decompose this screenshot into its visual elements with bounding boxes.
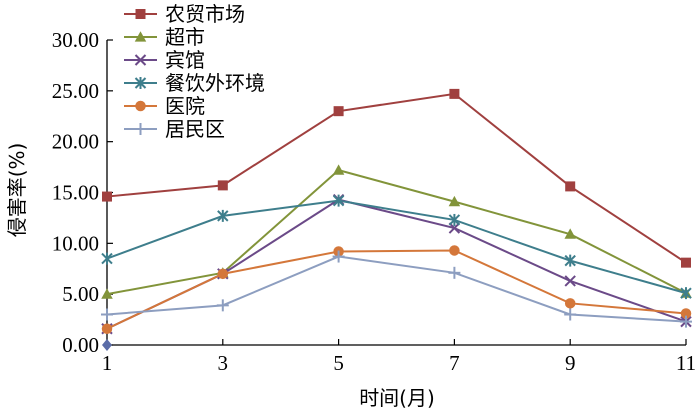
data-point [101, 308, 113, 321]
legend-item: 超市 [124, 25, 205, 49]
data-point [564, 298, 576, 309]
data-point [448, 222, 461, 234]
series-4 [101, 194, 692, 300]
data-point [680, 315, 692, 328]
data-point [217, 268, 229, 280]
legend-marker [134, 54, 147, 66]
y-tick-label: 5.00 [62, 282, 99, 306]
y-tick-label: 30.00 [52, 28, 99, 52]
series-layer [101, 88, 692, 351]
data-point [333, 106, 344, 117]
y-tick-label: 15.00 [52, 181, 99, 205]
x-tick-label: 7 [449, 351, 460, 375]
legend-marker [134, 31, 147, 42]
legend-label: 农贸市场 [165, 2, 245, 26]
data-point [564, 308, 577, 321]
x-tick-label: 3 [218, 351, 229, 375]
data-point [448, 195, 461, 207]
series-line [106, 255, 687, 323]
series-2 [101, 164, 692, 299]
data-point [681, 257, 691, 268]
data-point [564, 275, 576, 287]
y-tick-label: 10.00 [52, 231, 99, 255]
data-point [449, 245, 460, 256]
x-axis-title: 时间(月) [359, 386, 435, 410]
data-point [101, 288, 113, 299]
x-tick-label: 9 [565, 351, 576, 375]
legend-item: 农贸市场 [124, 2, 245, 26]
data-point [332, 250, 345, 263]
series-1 [102, 88, 691, 268]
legend-marker [135, 9, 146, 19]
legend-label: 宾馆 [165, 48, 205, 72]
data-point [564, 228, 576, 239]
data-point [680, 287, 692, 300]
axes: 0.00 5.00 10.00 15.00 20.00 25.00 30.00 1 3 5 7 9 11 [52, 28, 696, 375]
y-tick-label: 20.00 [52, 130, 99, 154]
legend-label: 医院 [165, 94, 205, 118]
x-tick-label: 1 [102, 351, 113, 375]
legend-label: 超市 [165, 25, 205, 49]
x-tick-label: 11 [676, 351, 696, 375]
legend-marker [134, 77, 147, 89]
y-tick-label: 25.00 [52, 79, 99, 103]
y-axis-title: 侵害率(%) [5, 143, 29, 238]
legend-item: 医院 [124, 94, 205, 118]
data-point [332, 164, 345, 175]
series-5 [101, 245, 692, 334]
data-point [101, 252, 113, 265]
series-line [106, 199, 687, 295]
series-line [106, 92, 687, 264]
series-line [106, 249, 687, 330]
data-point [217, 209, 229, 222]
data-point [449, 88, 460, 99]
data-point [448, 266, 461, 279]
legend-label: 居民区 [165, 117, 225, 141]
data-point [564, 254, 576, 267]
y-tick-label: 0.00 [62, 333, 99, 357]
data-point [217, 180, 228, 191]
series-line [106, 169, 687, 296]
series-6 [101, 250, 692, 328]
legend-label: 餐饮外环境 [165, 71, 265, 95]
legend-item: 居民区 [124, 117, 225, 141]
origin-marker [102, 339, 112, 351]
legend-marker [134, 123, 147, 135]
legend-item: 餐饮外环境 [124, 71, 265, 95]
legend-item: 宾馆 [124, 48, 205, 72]
data-point [448, 213, 461, 226]
legend-marker [135, 100, 146, 112]
data-point [332, 194, 345, 207]
data-point [680, 308, 692, 319]
x-tick-label: 5 [333, 351, 344, 375]
data-point [101, 323, 113, 334]
data-point [216, 299, 229, 312]
data-point [102, 191, 112, 202]
data-point [565, 181, 576, 192]
